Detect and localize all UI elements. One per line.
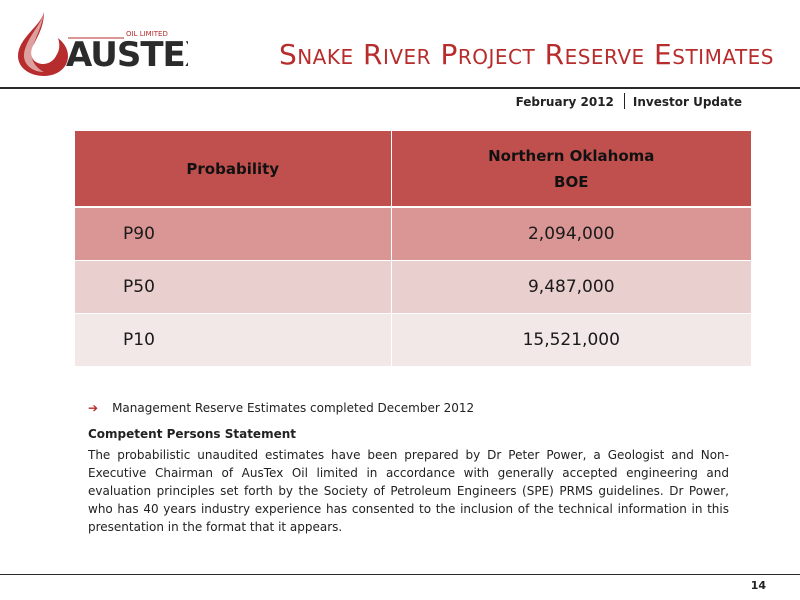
- company-tagline: OIL LIMITED: [126, 30, 168, 38]
- cell-probability: P90: [75, 207, 392, 261]
- header-northern-oklahoma-boe: Northern Oklahoma BOE: [391, 131, 751, 208]
- arrow-right-icon: ➔: [88, 401, 99, 415]
- table-row: P10 15,521,000: [75, 313, 751, 367]
- cell-probability: P50: [75, 260, 392, 314]
- company-logo: AUSTEX OIL LIMITED: [8, 8, 188, 78]
- competent-persons-heading: Competent Persons Statement: [88, 427, 296, 441]
- presentation-label: Investor Update: [632, 95, 742, 109]
- page-number: 14: [750, 579, 766, 592]
- slide-title: Snake River Project Reserve Estimates: [278, 38, 774, 71]
- bullet-item: ➔ Management Reserve Estimates completed …: [88, 401, 474, 415]
- cell-boe: 2,094,000: [391, 207, 751, 261]
- table-header-row: Probability Northern Oklahoma BOE: [75, 131, 751, 208]
- austex-logo-graphic: AUSTEX OIL LIMITED: [18, 12, 188, 76]
- bullet-text: Management Reserve Estimates completed D…: [112, 401, 475, 415]
- header-probability: Probability: [75, 131, 392, 208]
- footer-divider: [0, 574, 800, 575]
- company-name: AUSTEX: [66, 35, 188, 75]
- cell-probability: P10: [75, 313, 392, 367]
- cell-boe: 15,521,000: [391, 313, 751, 367]
- competent-persons-statement: The probabilistic unaudited estimates ha…: [88, 448, 729, 534]
- cell-boe: 9,487,000: [391, 260, 751, 314]
- meta-separator: [623, 93, 625, 109]
- table-row: P50 9,487,000: [75, 260, 751, 314]
- header-meta: February 2012 Investor Update: [516, 93, 742, 109]
- reserve-estimates-table: Probability Northern Oklahoma BOE P90 2,…: [75, 131, 751, 367]
- header-divider: [0, 87, 800, 89]
- table-row: P90 2,094,000: [75, 207, 751, 261]
- oil-drop-icon: [18, 12, 68, 76]
- presentation-date: February 2012: [515, 95, 614, 109]
